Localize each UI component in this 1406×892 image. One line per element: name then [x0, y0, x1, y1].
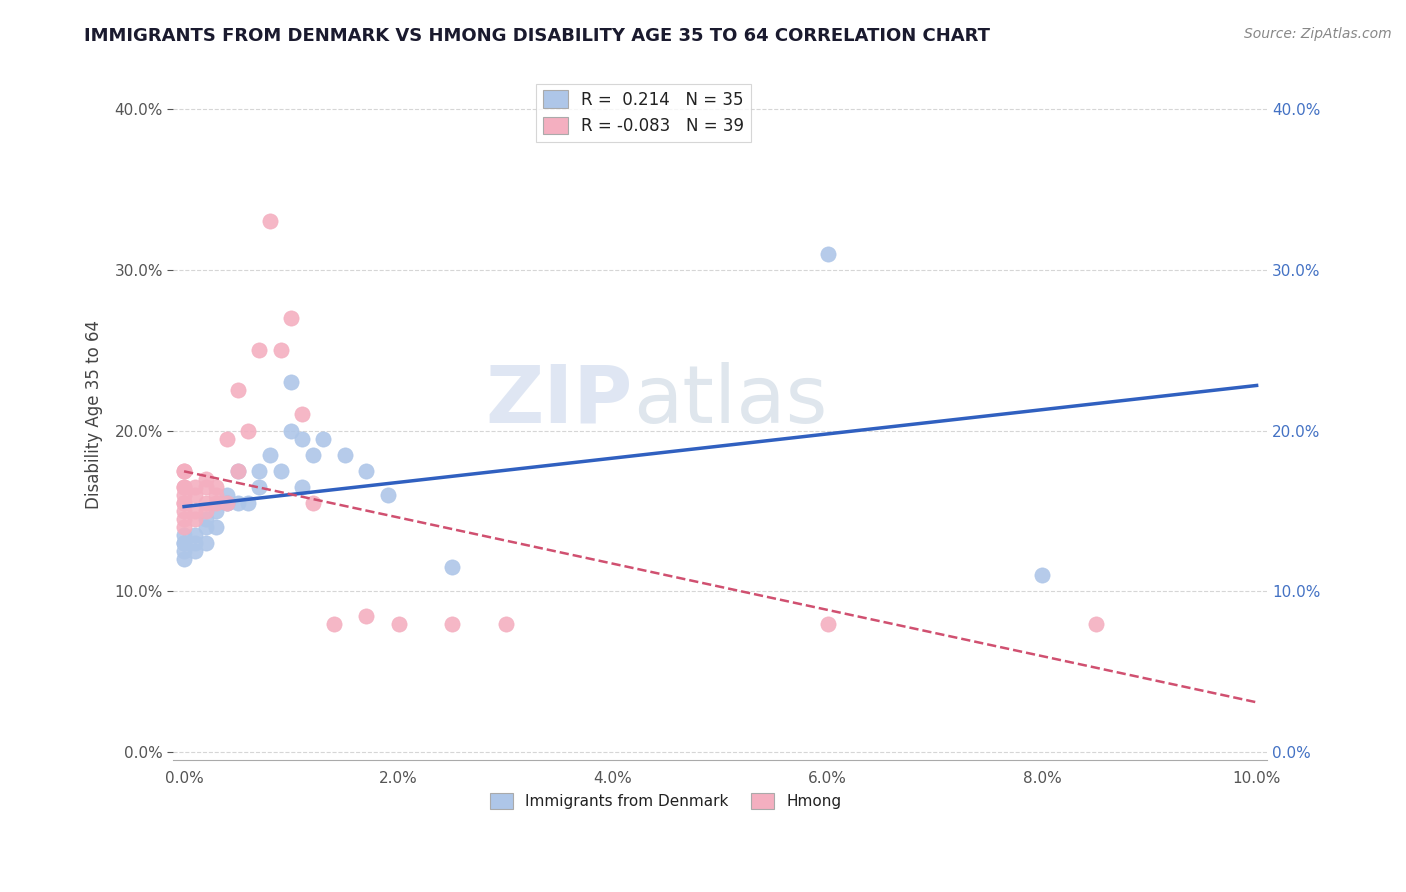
Text: ZIP: ZIP — [485, 361, 633, 440]
Point — [238, 496, 260, 510]
Point — [270, 343, 292, 357]
Point — [441, 560, 464, 574]
Point — [1084, 616, 1107, 631]
Point — [259, 448, 281, 462]
Point — [173, 536, 195, 550]
Point — [194, 480, 217, 494]
Point — [184, 488, 207, 502]
Point — [215, 496, 238, 510]
Point — [194, 520, 217, 534]
Point — [280, 376, 302, 390]
Point — [173, 544, 195, 558]
Point — [495, 616, 517, 631]
Point — [194, 504, 217, 518]
Point — [215, 496, 238, 510]
Point — [173, 464, 195, 478]
Point — [194, 472, 217, 486]
Point — [270, 464, 292, 478]
Point — [173, 520, 195, 534]
Point — [226, 496, 249, 510]
Point — [194, 512, 217, 526]
Point — [215, 496, 238, 510]
Point — [194, 496, 217, 510]
Text: IMMIGRANTS FROM DENMARK VS HMONG DISABILITY AGE 35 TO 64 CORRELATION CHART: IMMIGRANTS FROM DENMARK VS HMONG DISABIL… — [84, 27, 990, 45]
Point — [817, 246, 839, 260]
Point — [205, 480, 228, 494]
Legend: Immigrants from Denmark, Hmong: Immigrants from Denmark, Hmong — [484, 787, 848, 815]
Point — [817, 616, 839, 631]
Point — [184, 528, 207, 542]
Point — [387, 616, 409, 631]
Y-axis label: Disability Age 35 to 64: Disability Age 35 to 64 — [86, 320, 103, 509]
Point — [301, 496, 323, 510]
Point — [173, 480, 195, 494]
Point — [173, 496, 195, 510]
Point — [173, 488, 195, 502]
Point — [226, 464, 249, 478]
Point — [184, 536, 207, 550]
Point — [173, 536, 195, 550]
Point — [205, 520, 228, 534]
Point — [377, 488, 399, 502]
Point — [184, 504, 207, 518]
Point — [247, 343, 270, 357]
Point — [312, 432, 335, 446]
Point — [226, 384, 249, 398]
Point — [173, 512, 195, 526]
Point — [441, 616, 464, 631]
Point — [173, 480, 195, 494]
Point — [184, 480, 207, 494]
Point — [291, 480, 314, 494]
Point — [205, 504, 228, 518]
Point — [173, 464, 195, 478]
Point — [280, 424, 302, 438]
Point — [184, 512, 207, 526]
Point — [238, 424, 260, 438]
Point — [215, 488, 238, 502]
Point — [173, 528, 195, 542]
Point — [205, 496, 228, 510]
Point — [205, 488, 228, 502]
Point — [194, 536, 217, 550]
Point — [356, 464, 378, 478]
Point — [323, 616, 346, 631]
Point — [173, 552, 195, 566]
Point — [173, 504, 195, 518]
Text: Source: ZipAtlas.com: Source: ZipAtlas.com — [1244, 27, 1392, 41]
Text: atlas: atlas — [633, 361, 827, 440]
Point — [301, 448, 323, 462]
Point — [333, 448, 356, 462]
Point — [356, 608, 378, 623]
Point — [247, 480, 270, 494]
Point — [173, 496, 195, 510]
Point — [259, 214, 281, 228]
Point — [226, 464, 249, 478]
Point — [215, 432, 238, 446]
Point — [291, 408, 314, 422]
Point — [280, 310, 302, 325]
Point — [184, 544, 207, 558]
Point — [1031, 568, 1053, 582]
Point — [291, 432, 314, 446]
Point — [247, 464, 270, 478]
